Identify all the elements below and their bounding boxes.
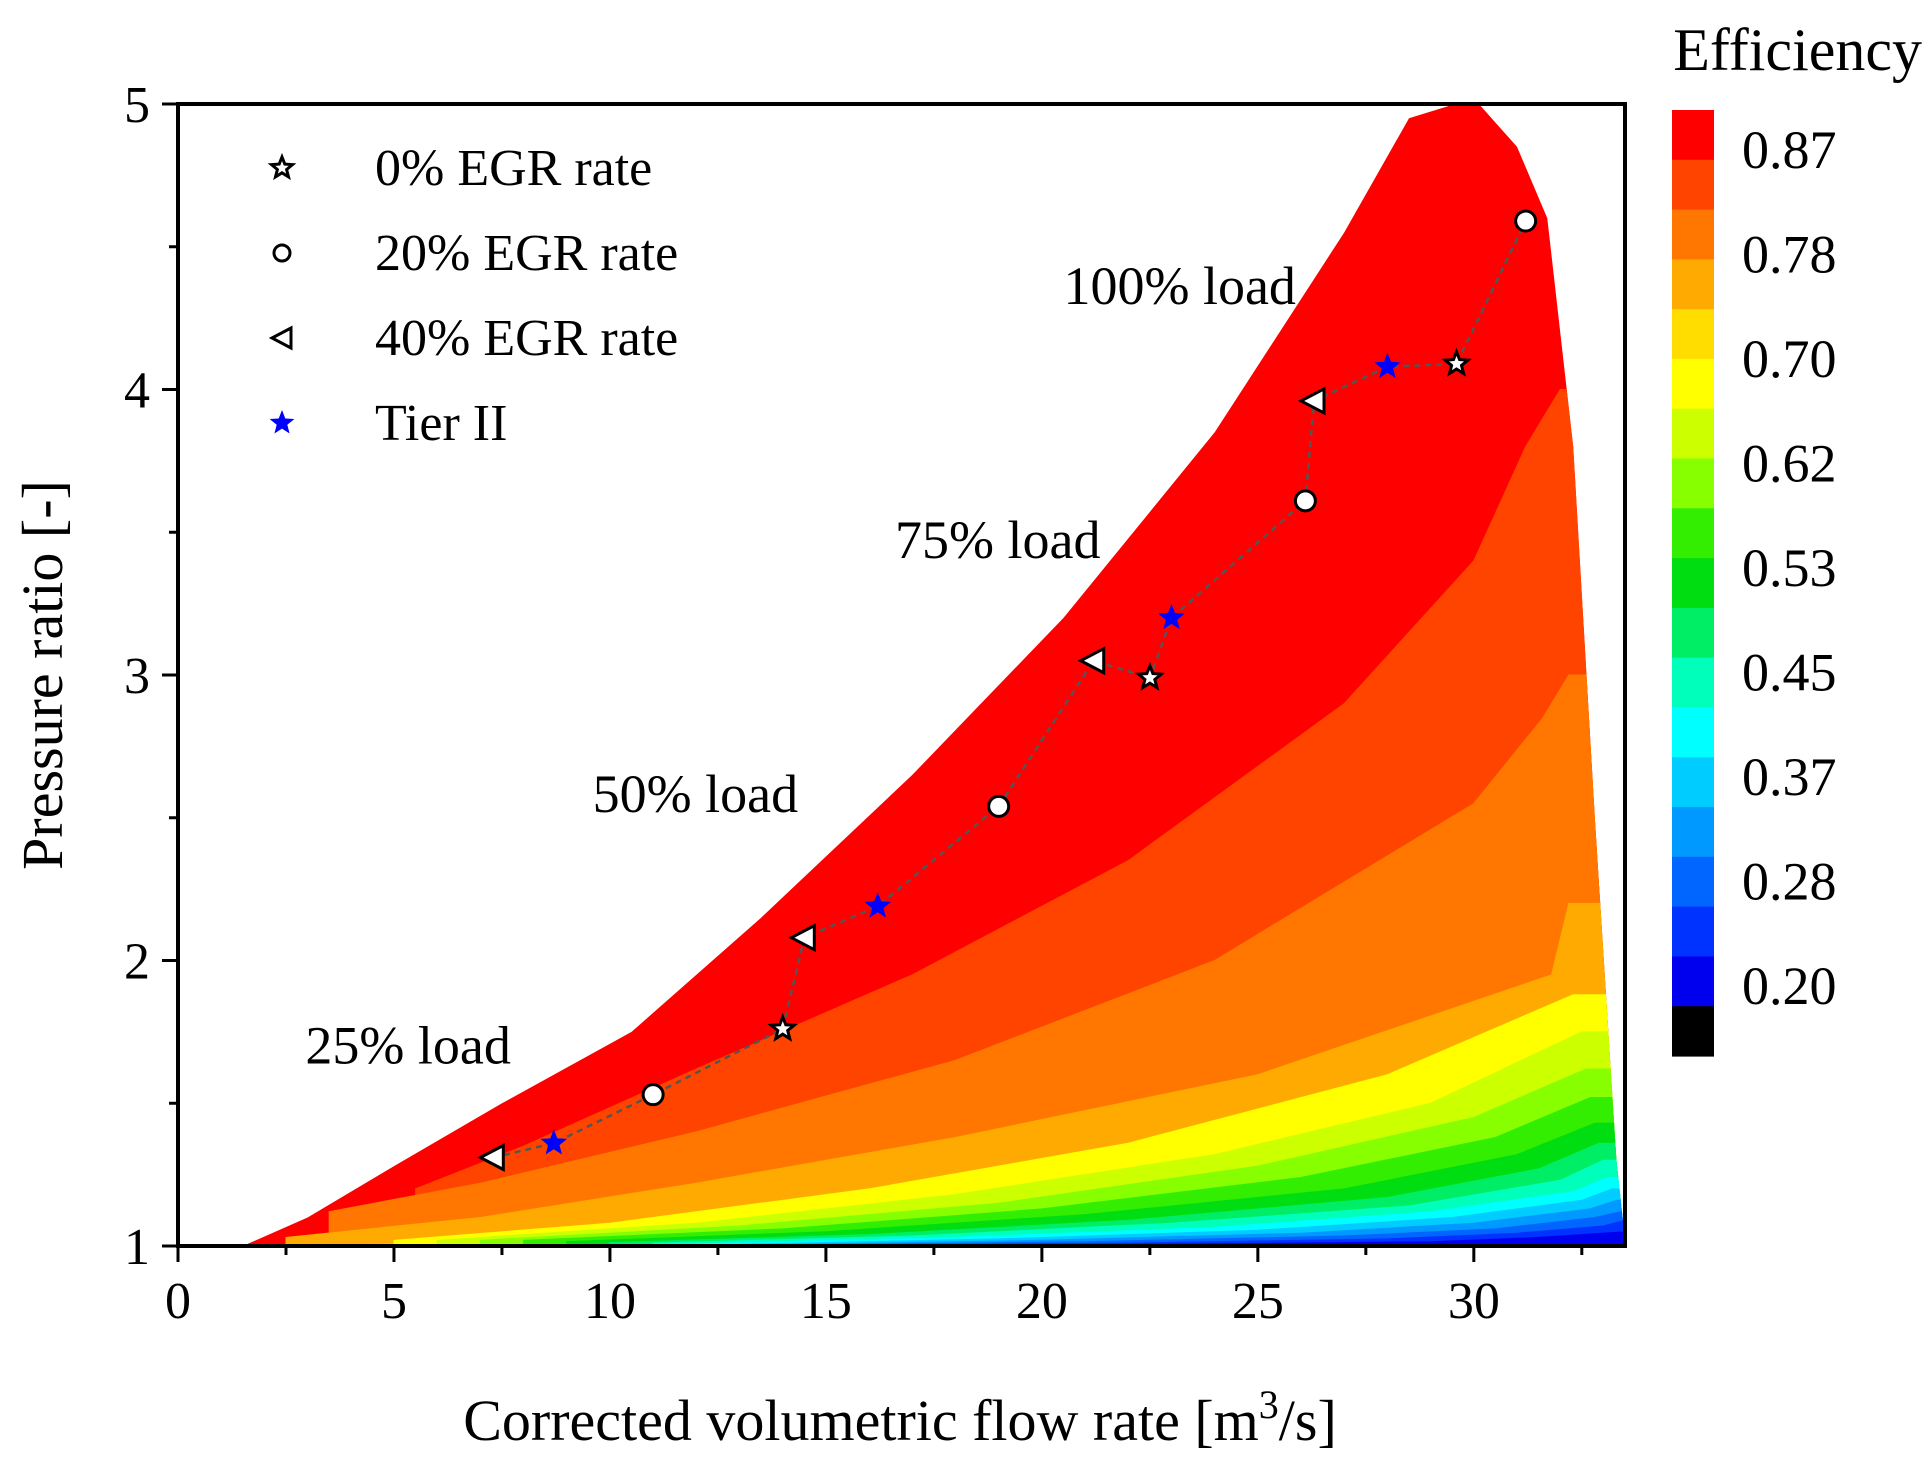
legend-star-open-icon [267,152,297,181]
colorbar: Efficiency 0.870.780.700.620.530.450.370… [1672,17,1922,1057]
data-markers [477,209,1538,1172]
colorbar-swatch [1672,159,1714,211]
marker-circle-20pct [641,1083,665,1107]
y-tick-label: 3 [124,648,150,705]
colorbar-swatch [1672,607,1714,659]
legend-entry-tier2: Tier II [269,395,507,452]
colorbar-swatch [1672,807,1714,858]
marker-circle-20pct [1514,209,1538,233]
x-tick-label: 30 [1448,1273,1500,1330]
legend: 0% EGR rate 20% EGR rate 40% EGR rate Ti… [267,140,678,452]
colorbar-swatch [1672,1006,1714,1057]
load-annotation: 25% load [305,1015,510,1075]
load-annotation: 75% load [895,510,1100,570]
colorbar-swatch [1672,309,1714,360]
ticks: 0 5 10 15 20 25 30 1 2 3 4 5 [124,77,1584,1330]
colorbar-label: 0.87 [1742,120,1837,180]
y-tick-label: 2 [124,934,150,991]
colorbar-swatch [1672,757,1714,808]
colorbar-swatch [1672,358,1714,410]
marker-circle-20pct [987,794,1011,818]
colorbar-label: 0.78 [1742,225,1837,285]
y-tick-label: 1 [124,1219,150,1276]
colorbar-label: 0.20 [1742,956,1837,1016]
colorbar-swatch [1672,558,1714,609]
marker-triangle-40pct [788,923,816,953]
colorbar-swatch [1672,209,1714,260]
colorbar-swatch [1672,906,1714,957]
colorbar-swatches [1672,110,1714,1057]
legend-entry-40pct: 40% EGR rate [268,310,678,367]
marker-star-tier2 [1374,352,1401,378]
marker-triangle-40pct [477,1143,505,1172]
marker-circle-20pct [1293,489,1317,513]
colorbar-swatch [1672,508,1714,559]
x-tick-label: 20 [1016,1273,1068,1330]
marker-triangle-40pct [1077,646,1106,676]
colorbar-swatch [1672,956,1714,1007]
colorbar-swatch [1672,259,1714,310]
colorbar-swatch [1672,408,1714,460]
x-tick-label: 15 [800,1273,852,1330]
colorbar-swatch [1672,110,1714,161]
y-tick-label: 5 [124,77,150,134]
colorbar-swatch [1672,657,1714,709]
colorbar-label: 0.53 [1742,538,1837,598]
colorbar-swatch [1672,856,1714,908]
marker-star-0pct [1441,347,1472,377]
colorbar-swatch [1672,707,1714,758]
legend-entry-20pct: 20% EGR rate [272,225,678,282]
legend-triangle-left-open-icon [268,325,293,351]
marker-star-0pct [767,1012,798,1043]
marker-star-0pct [1134,661,1166,691]
operating-line-dashed [493,220,1527,1159]
colorbar-swatch [1672,458,1714,509]
marker-star-tier2 [1158,603,1185,630]
x-tick-label: 5 [381,1273,407,1330]
colorbar-label: 0.28 [1742,852,1837,912]
x-tick-label: 10 [584,1273,636,1330]
x-axis-label: Corrected volumetric flow rate [m3/s] [463,1382,1337,1453]
marker-star-tier2 [864,892,892,918]
marker-star-tier2 [540,1129,568,1155]
legend-label: 40% EGR rate [375,310,678,367]
marker-triangle-40pct [1297,386,1326,416]
y-axis-label: Pressure ratio [-] [10,480,75,870]
legend-label: 0% EGR rate [375,140,652,197]
x-tick-label: 0 [165,1273,191,1330]
colorbar-label: 0.70 [1742,329,1837,389]
colorbar-label: 0.45 [1742,643,1837,703]
colorbar-title: Efficiency [1673,17,1922,83]
legend-label: Tier II [375,395,507,452]
y-tick-label: 4 [124,363,150,420]
load-annotation: 100% load [1063,256,1295,316]
colorbar-labels: 0.87 0.78 0.70 0.62 0.53 0.45 0.37 0.28 0.20 [1742,120,1837,1016]
legend-circle-open-icon [272,243,292,263]
colorbar-label: 0.62 [1742,434,1837,494]
colorbar-label: 0.37 [1742,747,1837,807]
operating-line [493,220,1527,1159]
legend-star-blue-icon [269,410,295,434]
load-annotation: 50% load [593,764,798,824]
legend-label: 20% EGR rate [375,225,678,282]
x-tick-label: 25 [1232,1273,1284,1330]
load-annotations: 100% load 75% load 50% load 25% load [305,256,1296,1075]
legend-entry-0pct: 0% EGR rate [267,140,652,197]
